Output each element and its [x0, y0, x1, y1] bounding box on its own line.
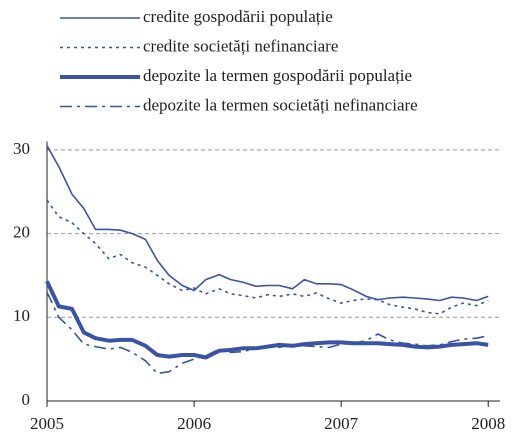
x-tick-label: 2007 [324, 414, 359, 433]
legend-label: credite gospodării populație [143, 7, 333, 26]
y-tick-label: 10 [13, 306, 30, 325]
x-tick-label: 2005 [30, 414, 64, 433]
legend-label: credite societăți nefinanciare [143, 36, 338, 55]
x-tick-label: 2008 [471, 414, 505, 433]
y-tick-label: 30 [13, 139, 30, 158]
series-line [45, 280, 489, 360]
x-tick-label: 2006 [177, 414, 211, 433]
legend-label: depozite la termen societăți nefinanciar… [143, 95, 418, 114]
series-line [46, 291, 489, 375]
y-tick-label: 0 [22, 390, 31, 409]
legend-label: depozite la termen gospodării populație [143, 66, 412, 85]
y-tick-label: 20 [13, 222, 30, 241]
series-line [46, 145, 489, 302]
series-line [46, 199, 489, 315]
